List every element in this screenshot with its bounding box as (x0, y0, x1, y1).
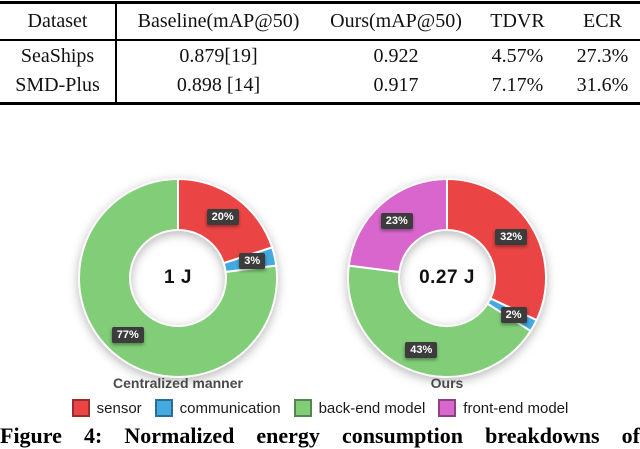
donut-title-centralized: Centralized manner (113, 375, 243, 391)
col-header-tdvr: TDVR (490, 10, 545, 32)
donut-title-ours: Ours (430, 375, 464, 391)
legend-swatch-sensor (71, 399, 90, 417)
cell-ecr: 31.6% (576, 74, 629, 96)
cell-dataset: SMD-Plus (15, 74, 100, 96)
donut-segment-back-end-model (347, 264, 532, 378)
col-header-ours: Ours(mAP@50) (330, 10, 462, 32)
figure-caption: Figure 4: Normalized energy consumption … (0, 423, 640, 448)
legend-swatch-backend-model (293, 399, 312, 417)
chart-legend: sensor communication back-end model fron… (0, 395, 640, 421)
donut-center-value: 1 J (164, 267, 192, 288)
col-header-ecr: ECR (583, 10, 622, 32)
donut-segment-sensor (446, 178, 547, 322)
table-bottom-rule (0, 102, 640, 105)
percent-label-communication: 3% (239, 253, 266, 270)
legend-item-backend-model: back-end model (293, 399, 426, 417)
percent-label-sensor: 20% (206, 208, 239, 225)
donut-chart-centralized: 1 J 20% 3% 77% (78, 178, 278, 378)
legend-swatch-frontend-model (438, 399, 457, 417)
percent-label-communication: 2% (500, 306, 527, 323)
table-top-rule (0, 1, 640, 4)
percent-label-front-end-model: 23% (380, 212, 413, 229)
legend-label: sensor (96, 399, 142, 417)
cell-tdvr: 4.57% (491, 45, 544, 67)
table-column-separator (115, 4, 117, 102)
legend-item-sensor: sensor (71, 399, 142, 417)
table-row: SeaShips 0.879[19] 0.922 4.57% 27.3% (0, 42, 640, 71)
donut-center-value: 0.27 J (419, 267, 475, 288)
legend-item-communication: communication (154, 399, 281, 417)
cell-ecr: 27.3% (576, 45, 629, 67)
cell-baseline: 0.898 [14] (176, 74, 261, 96)
percent-label-sensor: 32% (495, 229, 528, 246)
cell-ours: 0.917 (373, 74, 419, 96)
legend-item-frontend-model: front-end model (438, 399, 568, 417)
cell-dataset: SeaShips (20, 45, 95, 67)
donut-chart-ours: 0.27 J 32% 2% 43% 23% (347, 178, 547, 378)
cell-ours: 0.922 (373, 45, 419, 67)
legend-label: front-end model (463, 399, 569, 417)
col-header-baseline: Baseline(mAP@50) (137, 10, 300, 32)
legend-label: communication (179, 399, 281, 417)
percent-label-back-end-model: 43% (405, 341, 438, 358)
table-mid-rule (0, 39, 640, 41)
cell-tdvr: 7.17% (491, 74, 544, 96)
col-header-dataset: Dataset (27, 10, 88, 32)
legend-swatch-communication (154, 399, 173, 417)
legend-label: back-end model (318, 399, 426, 417)
table-row: SMD-Plus 0.898 [14] 0.917 7.17% 31.6% (0, 71, 640, 100)
percent-label-back-end-model: 77% (111, 327, 144, 343)
cell-baseline: 0.879[19] (179, 45, 258, 67)
table-header-row: Dataset Baseline(mAP@50) Ours(mAP@50) TD… (0, 4, 640, 39)
